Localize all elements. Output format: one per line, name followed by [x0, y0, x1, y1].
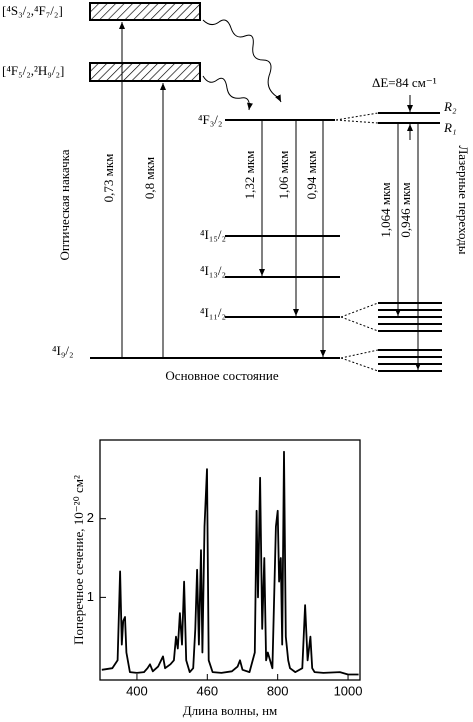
y-tick-label: 1 — [87, 589, 94, 604]
relaxation-arrow — [202, 75, 253, 111]
level-label: [⁴S₃/₂,⁴F₇/₂] — [2, 3, 63, 18]
transition-label: 0,94 мкм — [304, 151, 319, 200]
x-tick-label: 460 — [196, 683, 218, 698]
transition-label: 0,8 мкм — [142, 157, 157, 199]
transition-label: 1,064 мкм — [378, 182, 393, 237]
connector — [335, 119, 379, 124]
level-label: [⁴F₅/₂,²H₉/₂] — [2, 63, 64, 78]
y-tick-label: 2 — [87, 510, 94, 525]
transition-label: 1,06 мкм — [276, 151, 291, 200]
x-tick-label: 800 — [267, 683, 289, 698]
level-label: R₁ — [443, 120, 456, 135]
connector — [335, 112, 379, 121]
y-axis-label: Поперечное сечение, 10⁻²⁰ см² — [71, 475, 86, 645]
splitting-label: ΔE=84 см⁻¹ — [372, 75, 437, 90]
spectrum-line — [101, 450, 359, 676]
spectrum-chart: 400 460 800 1000 1 2 Длина волны, нм Поперечное… — [71, 439, 363, 718]
pump-label: Оптическая накачка — [57, 149, 72, 260]
ground-label: Основное состояние — [165, 368, 278, 383]
x-tick-label: 400 — [126, 683, 148, 698]
level-label: ⁴F₃/₂ — [198, 112, 222, 127]
relaxation-arrow — [202, 19, 282, 103]
lasing-label: Лазерные переходы — [456, 145, 471, 254]
transition-label: 1,32 мкм — [242, 151, 257, 200]
sublevels — [340, 302, 442, 372]
energy-diagram: [⁴S₃/₂,⁴F₇/₂] [⁴F₅/₂,²H₉/₂] ⁴F₃/₂ ΔE=84 … — [2, 2, 471, 383]
level-label: ⁴I₁₃/₂ — [200, 263, 226, 278]
x-axis-label: Длина волны, нм — [183, 703, 278, 718]
level-box — [89, 2, 201, 21]
transition-label: 0,73 мкм — [101, 154, 116, 203]
plot-frame — [99, 439, 361, 681]
level-label: ⁴I₁₁/₂ — [200, 305, 226, 320]
x-tick-label: 1000 — [334, 683, 363, 698]
level-label: ⁴I₉/₂ — [52, 343, 74, 358]
level-label: R₂ — [443, 99, 457, 114]
level-label: ⁴I₁₅/₂ — [200, 227, 226, 242]
transition-label: 0,946 мкм — [398, 182, 413, 237]
level-box — [89, 62, 201, 82]
